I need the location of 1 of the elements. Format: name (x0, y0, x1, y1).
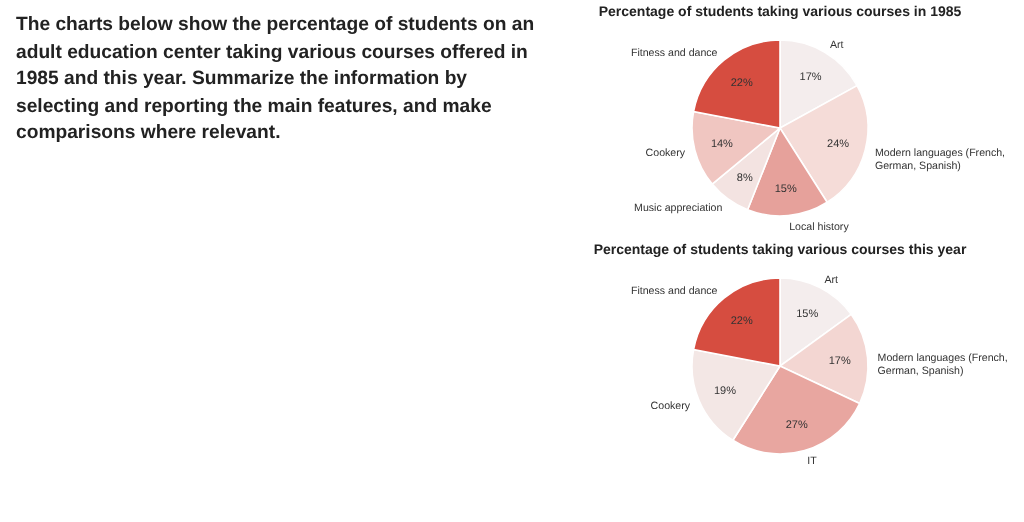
text: The charts below show the percentage of students on an adult education center taking various courses offered in 1985 and this year. Summarize the information by selecting and reporting the main features, and make comparisons where relevant. (16, 12, 537, 147)
